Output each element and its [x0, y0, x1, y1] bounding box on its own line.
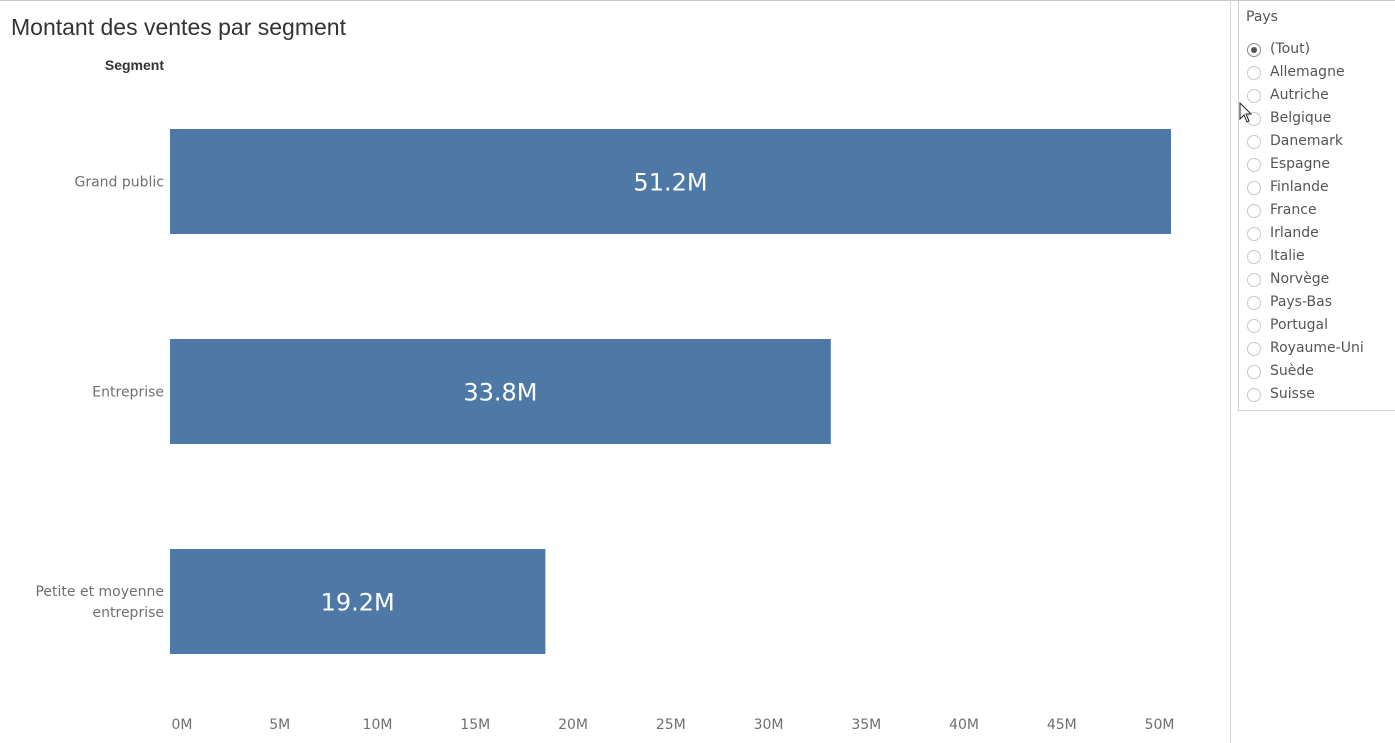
- filter-option-label: Suède: [1270, 363, 1314, 379]
- filter-option-label: Norvège: [1270, 271, 1330, 287]
- bar-value-label: 19.2M: [321, 589, 395, 617]
- radio-button-icon[interactable]: [1247, 204, 1261, 218]
- radio-button-icon[interactable]: [1247, 365, 1261, 379]
- filter-option-label: Royaume-Uni: [1270, 340, 1364, 356]
- filter-option-label: France: [1270, 202, 1317, 218]
- filter-option[interactable]: Norvège: [1246, 269, 1394, 292]
- filter-option-label: Belgique: [1270, 110, 1332, 126]
- filter-option-label: Suisse: [1270, 386, 1315, 402]
- filter-option[interactable]: (Tout): [1246, 39, 1394, 62]
- x-tick-label: 40M: [949, 717, 979, 733]
- category-label: Entreprise: [92, 385, 164, 401]
- radio-button-icon[interactable]: [1247, 89, 1261, 103]
- radio-button-icon[interactable]: [1247, 66, 1261, 80]
- filter-option[interactable]: Danemark: [1246, 131, 1394, 154]
- radio-button-icon[interactable]: [1247, 250, 1261, 264]
- filter-option-label: Allemagne: [1270, 64, 1345, 80]
- bar-chart: 51.2M Grand public 33.8M Entreprise 19.2M Pet…: [35, 129, 1175, 733]
- radio-button-icon[interactable]: [1247, 273, 1261, 287]
- mouse-pointer-icon: [1239, 102, 1253, 123]
- x-tick-label: 15M: [460, 717, 490, 733]
- filter-option[interactable]: Espagne: [1246, 154, 1394, 177]
- filter-option-label: Irlande: [1270, 225, 1319, 241]
- category-label: Petite et moyenne: [35, 584, 164, 600]
- filter-option[interactable]: Suisse: [1246, 384, 1394, 407]
- panel-divider: [1230, 0, 1231, 743]
- category-label: Grand public: [74, 175, 164, 191]
- filter-option[interactable]: Suède: [1246, 361, 1394, 384]
- x-tick-label: 45M: [1047, 717, 1077, 733]
- segment-axis-header: Segment: [104, 57, 164, 73]
- filter-option[interactable]: Belgique: [1246, 108, 1394, 131]
- page-title: Montant des ventes par segment: [11, 14, 346, 40]
- filter-option[interactable]: Autriche: [1246, 85, 1394, 108]
- filter-title: Pays: [1246, 9, 1278, 25]
- x-tick-label: 30M: [754, 717, 784, 733]
- top-border: [0, 0, 1395, 1]
- category-label: entreprise: [93, 605, 164, 621]
- filter-option-label: Italie: [1270, 248, 1305, 264]
- bar-value-label: 51.2M: [633, 169, 707, 197]
- filter-option-label: Danemark: [1270, 133, 1343, 149]
- bar[interactable]: [170, 339, 831, 444]
- filter-option[interactable]: Allemagne: [1246, 62, 1394, 85]
- x-tick-label: 35M: [851, 717, 881, 733]
- x-tick-label: 50M: [1145, 717, 1175, 733]
- radio-button-icon[interactable]: [1247, 388, 1261, 402]
- filter-option[interactable]: Italie: [1246, 246, 1394, 269]
- filter-option-label: Autriche: [1270, 87, 1329, 103]
- x-tick-label: 5M: [269, 717, 290, 733]
- filter-option-label: Pays-Bas: [1270, 294, 1333, 310]
- filter-option[interactable]: France: [1246, 200, 1394, 223]
- x-tick-label: 0M: [172, 717, 193, 733]
- radio-button-icon[interactable]: [1247, 181, 1261, 195]
- radio-button-icon[interactable]: [1247, 158, 1261, 172]
- filter-options-list: (Tout) Allemagne Autriche Belgique Danemark E…: [1246, 39, 1394, 407]
- filter-option[interactable]: Portugal: [1246, 315, 1394, 338]
- x-tick-label: 25M: [656, 717, 686, 733]
- filter-option[interactable]: Irlande: [1246, 223, 1394, 246]
- country-filter-panel: Pays (Tout) Allemagne Autriche Belgique Dane…: [1238, 1, 1395, 411]
- bar[interactable]: [170, 129, 1171, 234]
- filter-option-label: Portugal: [1270, 317, 1328, 333]
- bar-value-label: 33.8M: [463, 379, 537, 407]
- x-tick-label: 10M: [363, 717, 393, 733]
- filter-option[interactable]: Pays-Bas: [1246, 292, 1394, 315]
- radio-button-icon[interactable]: [1247, 135, 1261, 149]
- filter-option-label: Finlande: [1270, 179, 1329, 195]
- radio-button-icon[interactable]: [1247, 342, 1261, 356]
- bar[interactable]: [170, 549, 546, 654]
- filter-option-label: Espagne: [1270, 156, 1330, 172]
- filter-option-label: (Tout): [1270, 41, 1311, 57]
- filter-option[interactable]: Royaume-Uni: [1246, 338, 1394, 361]
- radio-button-icon[interactable]: [1247, 319, 1261, 333]
- radio-button-icon[interactable]: [1247, 43, 1261, 57]
- radio-button-icon[interactable]: [1247, 227, 1261, 241]
- radio-button-icon[interactable]: [1247, 296, 1261, 310]
- filter-option[interactable]: Finlande: [1246, 177, 1394, 200]
- x-tick-label: 20M: [558, 717, 588, 733]
